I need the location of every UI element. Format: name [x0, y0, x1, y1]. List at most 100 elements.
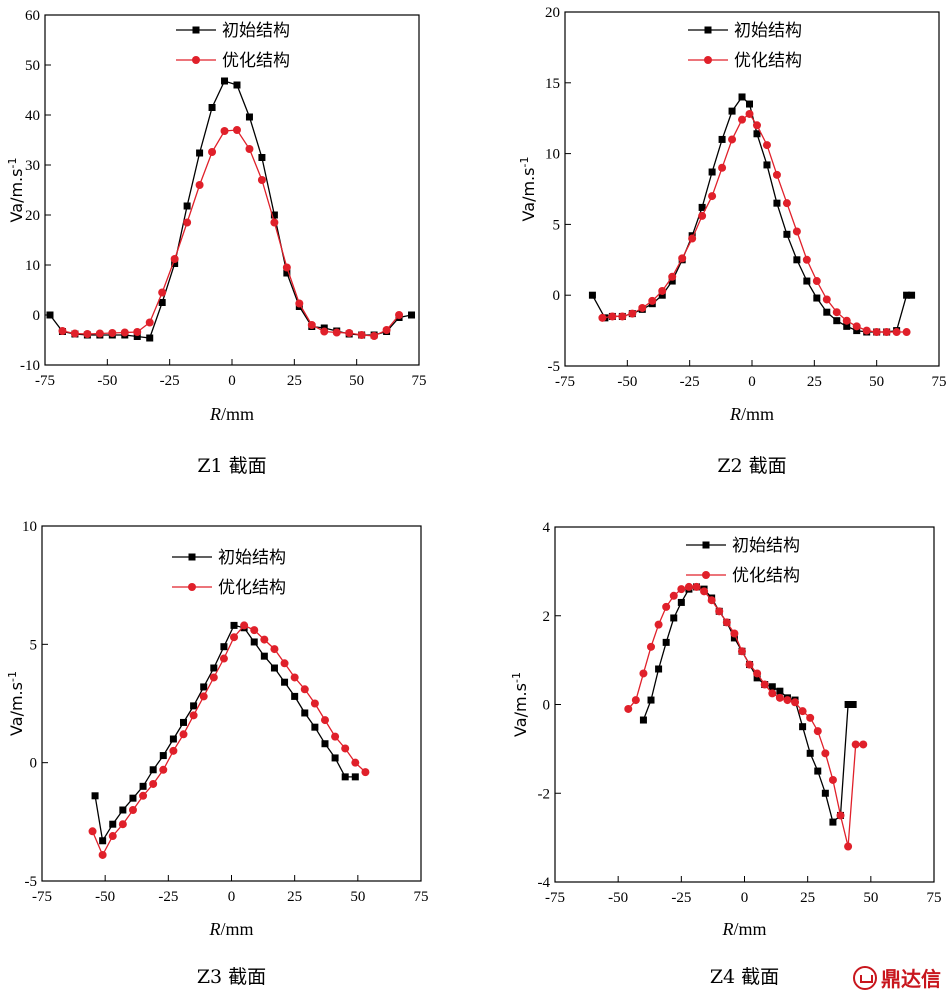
data-point: [783, 230, 791, 238]
y-tick-label: 0: [30, 756, 38, 772]
data-point: [108, 329, 117, 337]
data-point: [892, 328, 901, 337]
data-point: [139, 791, 148, 800]
legend-label: 优化结构: [218, 578, 286, 598]
y-axis-label-sup: -1: [6, 671, 19, 682]
data-point: [250, 626, 259, 635]
data-point: [382, 326, 391, 334]
data-point: [760, 680, 769, 689]
data-point: [813, 294, 821, 302]
x-axis-label-var: R: [208, 919, 220, 939]
data-point: [852, 322, 861, 331]
data-point: [684, 582, 693, 591]
y-axis-label: Va/m.s-1: [510, 672, 530, 737]
data-point: [146, 334, 154, 342]
chart-panel-4: -75 -50 -25 0 25 50 75 -4 -2 0 2 4 Va/m.s-1 R/mm Z4 截面…: [510, 520, 942, 988]
x-axis-label-unit: mm: [746, 404, 774, 424]
data-point: [773, 199, 781, 207]
data-point: [232, 126, 241, 134]
legend-marker: [192, 56, 200, 64]
series-optimized: [624, 582, 868, 851]
data-point: [220, 127, 229, 135]
legend-label: 优化结构: [734, 51, 802, 71]
y-tick-label: 0: [553, 288, 561, 304]
y-tick-label: 30: [25, 158, 40, 174]
data-point: [270, 664, 278, 672]
x-tick-label: -25: [160, 373, 180, 389]
data-point: [270, 218, 279, 227]
x-tick-label: 50: [350, 889, 365, 905]
data-point: [828, 775, 837, 784]
data-point: [270, 211, 278, 219]
y-axis-label-main: Va/m.s: [519, 168, 538, 222]
data-point: [46, 311, 54, 319]
x-axis-label-var: R: [209, 404, 221, 424]
legend-label: 初始结构: [218, 548, 286, 568]
data-point: [753, 130, 761, 138]
x-tick-label: -25: [680, 374, 700, 390]
data-point: [310, 699, 319, 708]
data-point: [250, 638, 258, 646]
data-point: [745, 109, 754, 118]
data-point: [853, 327, 861, 335]
data-point: [291, 692, 299, 700]
data-point: [821, 789, 829, 797]
x-axis-label-slash: /: [741, 404, 746, 424]
data-point: [728, 107, 736, 115]
x-tick-label: -75: [32, 889, 52, 905]
data-point: [708, 168, 716, 176]
panel-caption: Z4 截面: [710, 966, 779, 988]
x-axis-label: R/mm: [721, 919, 766, 939]
data-point: [677, 585, 686, 594]
data-point: [118, 820, 127, 829]
series-optimized: [58, 126, 404, 340]
data-point: [802, 255, 811, 264]
data-point: [88, 827, 97, 836]
data-point: [688, 234, 697, 243]
y-tick-label: 2: [543, 609, 551, 625]
data-point: [149, 779, 158, 788]
data-point: [902, 328, 911, 337]
x-axis-label: R/mm: [729, 404, 774, 424]
data-point: [753, 669, 762, 678]
data-point: [737, 647, 746, 656]
legend-marker: [702, 571, 710, 579]
data-point: [190, 702, 198, 710]
data-point: [221, 77, 229, 85]
data-point: [258, 154, 266, 161]
data-point: [822, 295, 831, 304]
data-point: [58, 327, 67, 335]
data-point: [700, 587, 709, 596]
x-axis-label-unit: mm: [739, 919, 767, 939]
data-point: [332, 328, 341, 337]
y-tick-label: -5: [548, 359, 561, 375]
y-axis-label: Va/m.s-1: [6, 671, 26, 736]
data-point: [669, 591, 678, 600]
data-point: [128, 806, 137, 814]
data-point: [829, 818, 837, 826]
legend-marker: [702, 541, 710, 549]
legend-label: 优化结构: [222, 51, 290, 71]
data-point: [648, 296, 657, 305]
x-axis-label-unit: mm: [226, 404, 254, 424]
x-tick-label: 25: [287, 373, 302, 389]
legend-marker: [704, 26, 712, 34]
x-axis-label-var: R: [721, 919, 733, 939]
data-point: [768, 689, 777, 698]
x-tick-label: -50: [608, 890, 628, 906]
data-point: [776, 687, 784, 695]
x-axis-label-slash: /: [221, 404, 226, 424]
data-point: [658, 291, 666, 299]
data-point: [395, 311, 404, 319]
y-axis-label-main: Va/m.s: [7, 169, 26, 223]
data-point: [738, 115, 747, 124]
data-point: [588, 291, 596, 299]
data-point: [357, 331, 366, 339]
y-tick-label: -4: [538, 875, 551, 891]
y-tick-label: 10: [545, 147, 560, 163]
series-line: [49, 80, 412, 339]
data-point: [159, 765, 168, 774]
data-point: [171, 260, 179, 267]
